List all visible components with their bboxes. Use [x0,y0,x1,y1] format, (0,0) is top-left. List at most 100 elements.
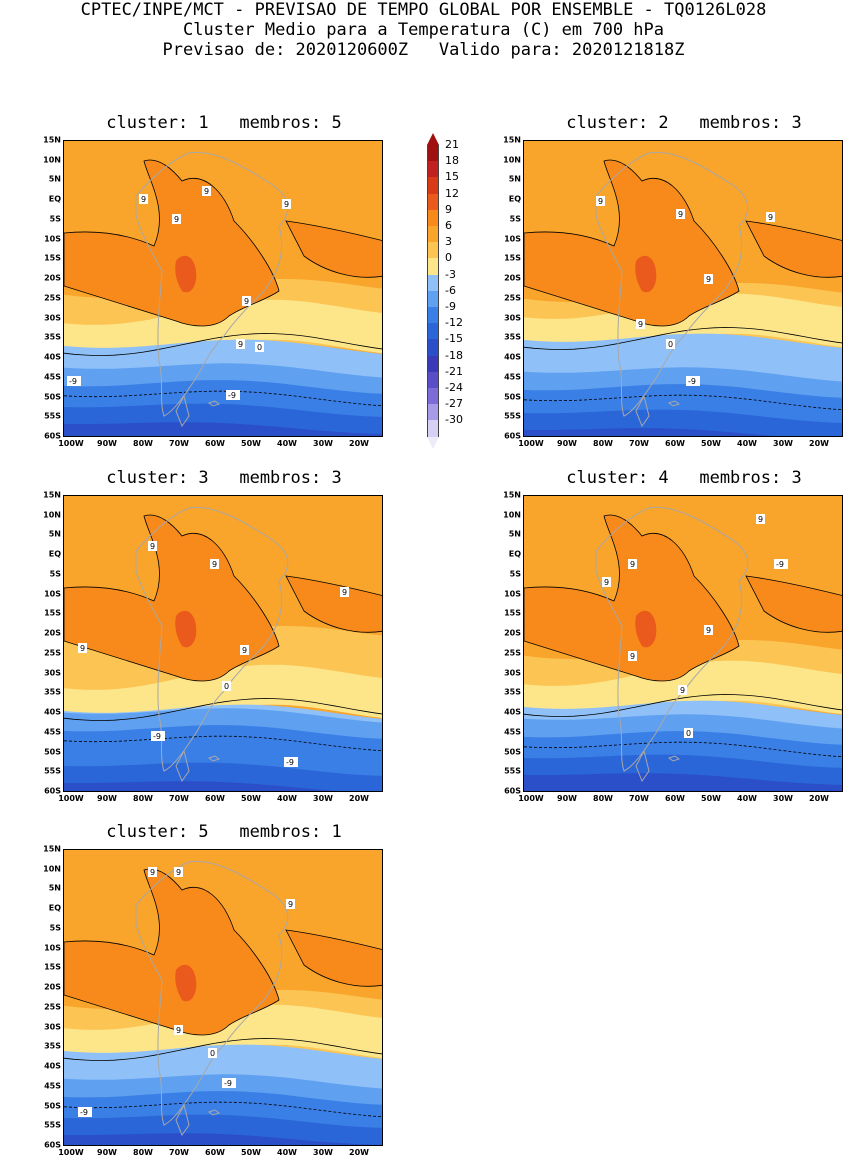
contour-label: 9 [704,274,713,284]
contour-label-text: 9 [630,560,635,569]
field-9-12 [524,514,740,682]
latitude-label: 35S [44,1041,61,1051]
contour-label: -9 [78,1107,92,1117]
contour-label-text: -9 [153,732,161,741]
longitude-label: 20W [349,1148,369,1157]
colorbar-swatch [427,258,439,275]
contour-label-text: 9 [342,588,347,597]
longitude-label: 70W [169,1148,189,1157]
contour-label-text: 9 [598,197,603,206]
colorbar-swatch [427,404,439,421]
map-canvas: 9 9 9 9 9 9 0 -9 [524,496,842,791]
longitude-label: 50W [701,439,721,448]
latitude-labels: 15N 10N 5N EQ 5S 10S 15S 20S 25S 30S 35S 40S 45S 50S 5… [493,491,521,796]
contour-label-text: 9 [604,578,609,587]
field-9-12 [64,868,280,1036]
latitude-label: 40S [44,352,61,362]
latitude-label: 5S [49,214,61,224]
longitude-label: 20W [349,794,369,803]
longitude-label: 50W [241,794,261,803]
contour-label-text: -9 [80,1108,88,1117]
longitude-labels: 100W 90W 80W 70W 60W 50W 40W 30W 20W [58,794,383,806]
contour-0 [64,333,382,356]
contour-minus9 [64,735,382,752]
tierra-del-fuego [175,1103,190,1137]
longitude-label: 40W [277,439,297,448]
latitude-label: 25S [44,1002,61,1012]
contour-label-text: 9 [242,646,247,655]
contour-label: 9 [340,587,349,597]
coastline [595,151,749,417]
tierra-del-fuego [175,394,190,428]
latitude-label: 5N [48,529,61,539]
colorbar-label: -27 [445,397,463,411]
contour-label: 9 [78,643,87,653]
latitude-label: 35S [504,687,521,697]
longitude-label: 70W [629,794,649,803]
field-9-12 [64,159,280,327]
longitude-labels: 100W 90W 80W 70W 60W 50W 40W 30W 20W [518,794,843,806]
latitude-label: 10N [43,864,61,874]
contour-label: 9 [636,319,645,329]
temperature-map-cluster-1: 9 9 9 9 9 9 0 -9 -9 [63,140,383,437]
contour-label: -9 [222,1078,236,1088]
longitude-label: 60W [665,794,685,803]
colorbar-swatch [427,371,439,388]
panel-title: cluster: 3 membros: 3 [106,468,342,488]
contour-label-text: 9 [212,560,217,569]
longitude-label: 50W [701,794,721,803]
contour-label: 9 [242,296,251,306]
contour-label-text: -9 [688,377,696,386]
panel-title: cluster: 5 membros: 1 [106,822,342,842]
contour-label-text: 9 [174,215,179,224]
longitude-label: 50W [241,1148,261,1157]
contour-label: 9 [286,899,295,909]
latitude-label: 10N [43,510,61,520]
contour-label-text: 9 [141,195,146,204]
latitude-label: 50S [44,747,61,757]
longitude-label: 60W [665,439,685,448]
latitude-label: 15N [43,844,61,854]
colorbar-swatch [427,226,439,243]
longitude-label: 80W [133,439,153,448]
temperature-map-cluster-3: 9 9 9 9 9 0 -9 -9 [63,495,383,792]
latitude-label: 15N [43,490,61,500]
latitude-label: 30S [504,313,521,323]
latitude-label: 35S [504,332,521,342]
latitude-label: 30S [44,313,61,323]
longitude-label: 70W [629,439,649,448]
colorbar-label: -15 [445,332,463,346]
latitude-label: 50S [44,1101,61,1111]
latitude-label: 40S [504,707,521,717]
temperature-map-cluster-4: 9 9 9 9 9 9 0 -9 [523,495,843,792]
contour-label: 9 [602,577,611,587]
field-minus15-minus12 [524,428,773,436]
colorbar-label: 15 [445,170,459,184]
latitude-label: 5N [48,883,61,893]
contour-label-text: 9 [244,297,249,306]
panel-title: cluster: 1 membros: 5 [106,113,342,133]
latitude-label: 20S [44,982,61,992]
contour-label: -9 [151,731,165,741]
latitude-label: 25S [44,293,61,303]
latitude-label: 20S [44,273,61,283]
contour-label: 9 [240,645,249,655]
contour-label: 9 [282,199,291,209]
colorbar-label: -9 [445,300,456,313]
longitude-label: 100W [58,1148,84,1157]
field-12-15 [635,610,657,648]
latitude-label: 60S [44,786,61,796]
colorbar-swatch [427,355,439,372]
contour-0 [64,1038,382,1061]
longitude-label: 40W [737,794,757,803]
latitude-label: 50S [504,747,521,757]
forecast-dates: Previsao de: 2020120600Z Valido para: 20… [162,40,685,60]
field-9-12 [64,514,280,682]
contour-label-text: 9 [706,275,711,284]
contour-minus9 [64,390,382,407]
colorbar-swatch [427,161,439,178]
colorbar-swatch [427,420,439,437]
contour-label: 9 [628,651,637,661]
contour-label: 9 [174,867,183,877]
latitude-label: 55S [44,1120,61,1130]
